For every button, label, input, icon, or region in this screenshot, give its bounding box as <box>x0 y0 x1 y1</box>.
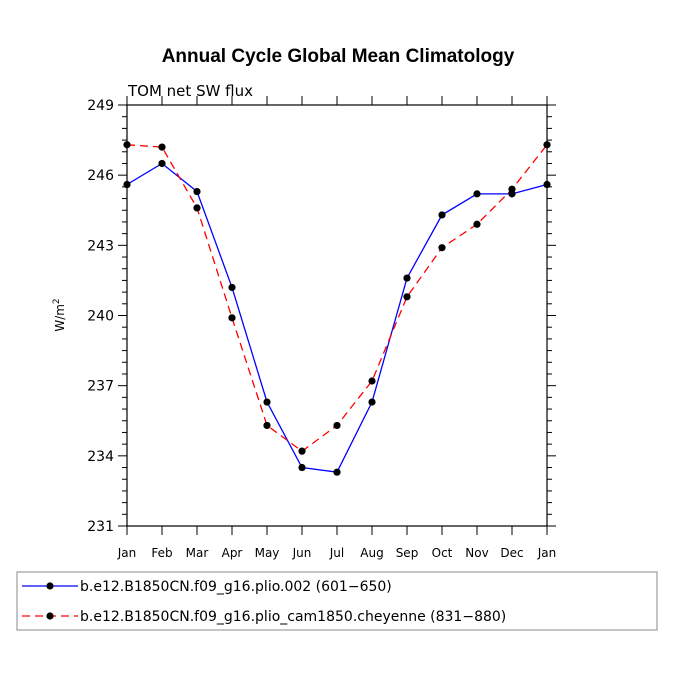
series-2-point <box>263 421 271 430</box>
y-tick-label: 234 <box>87 449 114 465</box>
x-tick-label: Nov <box>465 546 488 560</box>
x-tick-label: Apr <box>222 546 243 560</box>
series-2-point <box>298 447 306 455</box>
series-2-point <box>123 141 131 149</box>
series-2-point <box>193 204 201 212</box>
chart-title: Annual Cycle Global Mean Climatology <box>162 46 515 67</box>
series-1-point <box>158 159 166 168</box>
series-2-point <box>403 293 411 301</box>
series-1-point <box>438 211 446 219</box>
x-tick-label: Jan <box>117 546 137 560</box>
y-tick-label: 231 <box>87 519 114 535</box>
legend-box <box>16 571 658 631</box>
series-1-point <box>263 398 271 406</box>
x-tick-label: Dec <box>500 546 523 560</box>
chart-subtitle: TOM net SW flux <box>127 82 253 100</box>
series-1-point <box>368 398 376 406</box>
series-2-point <box>368 377 376 385</box>
series-1-point <box>333 468 341 476</box>
x-tick-label: Jun <box>292 546 312 560</box>
y-tick-label: 237 <box>87 379 114 395</box>
series-1-point <box>123 180 131 189</box>
x-tick-label: Mar <box>186 546 209 560</box>
series-1-point <box>543 180 551 189</box>
series-1-point <box>298 463 306 472</box>
y-axis-label-superscript: 2 <box>52 298 62 304</box>
series-1-point <box>403 274 411 282</box>
legend-marker-series-1 <box>46 582 54 590</box>
series-2-point <box>543 141 551 149</box>
series-2-point <box>508 185 516 193</box>
x-tick-label: Sep <box>396 546 419 560</box>
series-line-2 <box>126 144 548 453</box>
y-tick-label: 243 <box>87 238 114 254</box>
legend-label-series-1: b.e12.B1850CN.f09_g16.plio.002 (601−650) <box>80 579 392 595</box>
legend-marker-series-2 <box>46 612 54 620</box>
y-axis-label-text: W/m <box>53 304 67 332</box>
x-tick-label: Jul <box>329 546 344 560</box>
y-axis-label: W/m2 <box>52 298 67 331</box>
series-1-point <box>473 190 481 198</box>
x-tick-label: Oct <box>432 546 453 560</box>
y-tick-label: 246 <box>87 168 114 184</box>
y-tick-label: 240 <box>87 309 114 325</box>
x-tick-label: Aug <box>360 546 383 560</box>
series-2-point <box>158 143 166 151</box>
series-2-point <box>473 220 481 228</box>
x-tick-label: May <box>255 546 280 560</box>
plot-frame <box>126 104 548 527</box>
series-1-point <box>228 283 236 292</box>
y-tick-label: 249 <box>87 98 114 114</box>
legend: b.e12.B1850CN.f09_g16.plio.002 (601−650)… <box>16 571 658 631</box>
x-axis: Jan Feb Mar Apr May Jun Jul Aug Sep Oct Nov Dec Jan <box>117 96 557 560</box>
series-2-point <box>228 314 236 322</box>
series-2-point <box>333 421 341 430</box>
series-layer <box>123 141 551 476</box>
x-tick-label: Feb <box>151 546 172 560</box>
series-1-point <box>193 187 201 196</box>
y-axis: 231 234 237 240 243 246 249 <box>87 98 556 535</box>
series-2-point <box>438 244 446 252</box>
x-tick-label: Jan <box>537 546 557 560</box>
legend-label-series-2: b.e12.B1850CN.f09_g16.plio_cam1850.cheye… <box>80 609 506 625</box>
